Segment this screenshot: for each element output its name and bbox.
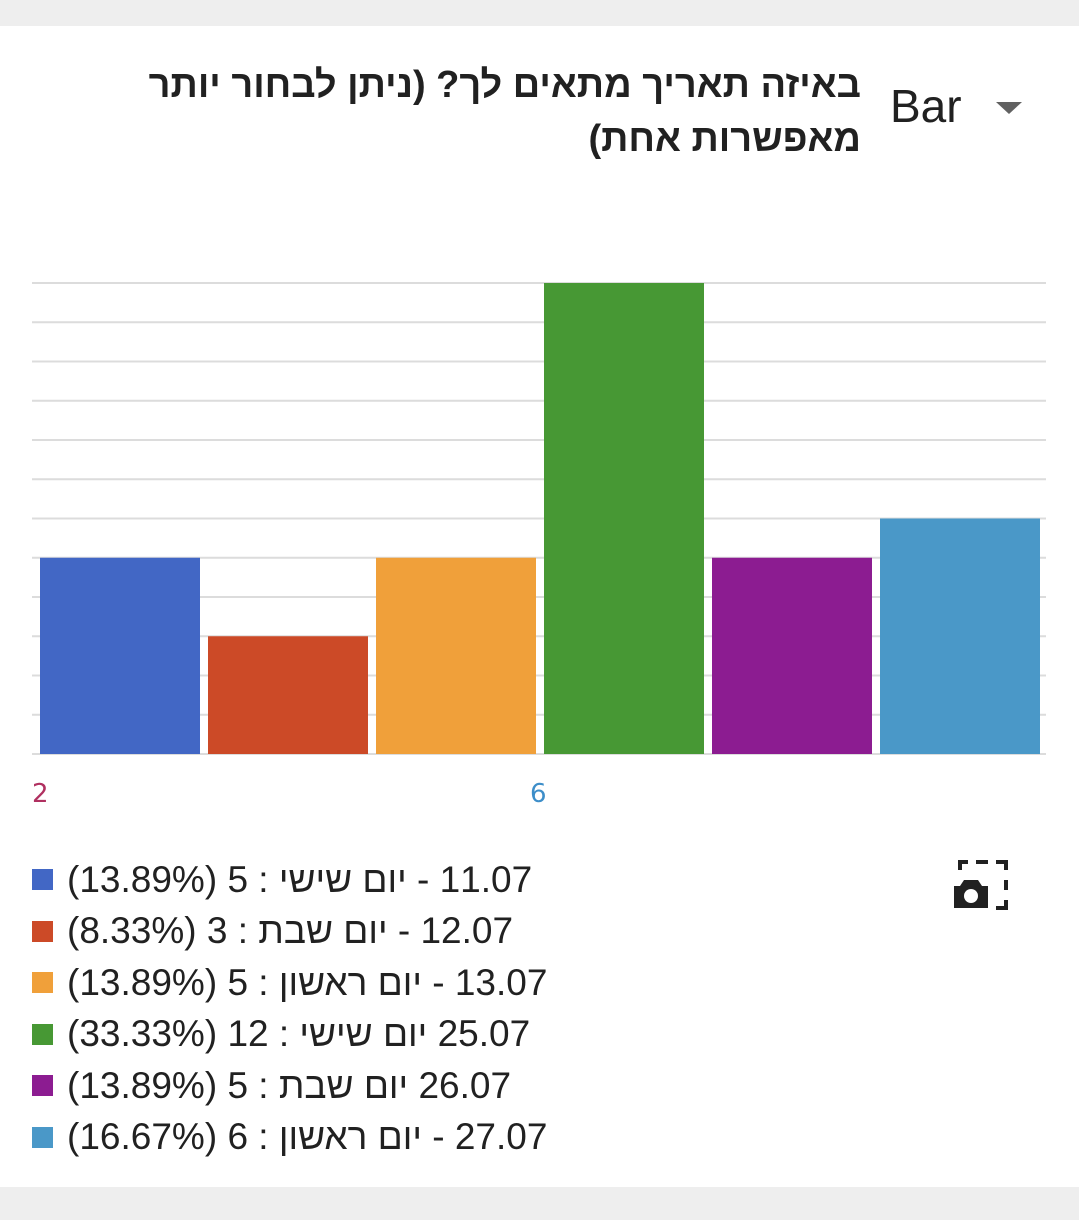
grid-lines	[32, 282, 1046, 755]
bar-4[interactable]	[544, 283, 704, 754]
chart-title: באיזה תאריך מתאים לך? (ניתן לבחור יותר מ…	[148, 64, 861, 160]
chart-type-label: Bar	[890, 80, 962, 132]
legend-label: 13.07 - יום ראשון : 5 (13.89%)	[67, 961, 548, 1003]
chevron-down-icon	[995, 102, 1022, 114]
axis-tick-left: 2	[32, 779, 49, 809]
legend-swatch	[32, 920, 53, 942]
legend-item[interactable]: 26.07 יום שבת : 5 (13.89%)	[32, 1060, 547, 1112]
legend-swatch	[32, 869, 53, 891]
screenshot-button[interactable]	[950, 856, 1014, 912]
legend-label: 12.07 - יום שבת : 3 (8.33%)	[67, 910, 514, 952]
bar-2[interactable]	[208, 636, 368, 754]
legend-label: 11.07 - יום שישי : 5 (13.89%)	[67, 858, 533, 900]
legend-item[interactable]: 12.07 - יום שבת : 3 (8.33%)	[32, 906, 547, 958]
bar-1[interactable]	[40, 557, 200, 754]
legend-label: 25.07 יום שישי : 12 (33.33%)	[67, 1013, 531, 1055]
legend-item[interactable]: 13.07 - יום ראשון : 5 (13.89%)	[32, 957, 547, 1009]
bar-5[interactable]	[712, 557, 872, 754]
legend-label: 27.07 - יום ראשון : 6 (16.67%)	[67, 1116, 548, 1158]
axis-tick-mid: 6	[530, 779, 547, 809]
legend-swatch	[32, 1126, 53, 1148]
screenshot-icon	[954, 860, 1008, 910]
legend-label: 26.07 יום שבת : 5 (13.89%)	[67, 1064, 512, 1106]
legend-swatch	[32, 1075, 53, 1097]
bar-6[interactable]	[880, 518, 1040, 755]
legend-swatch	[32, 1023, 53, 1045]
bar-3[interactable]	[376, 557, 536, 754]
bar-chart: 2 6	[32, 282, 1046, 809]
chart-type-dropdown[interactable]: Bar	[890, 76, 1022, 136]
axis-ticks: 2 6	[32, 779, 547, 809]
legend-swatch	[32, 972, 53, 994]
legend-item[interactable]: 25.07 יום שישי : 12 (33.33%)	[32, 1009, 547, 1061]
legend-item[interactable]: 11.07 - יום שישי : 5 (13.89%)	[32, 854, 547, 906]
chart-legend: 11.07 - יום שישי : 5 (13.89%) 12.07 - יום…	[32, 854, 547, 1163]
legend-item[interactable]: 27.07 - יום ראשון : 6 (16.67%)	[32, 1112, 547, 1164]
bars	[40, 283, 1040, 754]
